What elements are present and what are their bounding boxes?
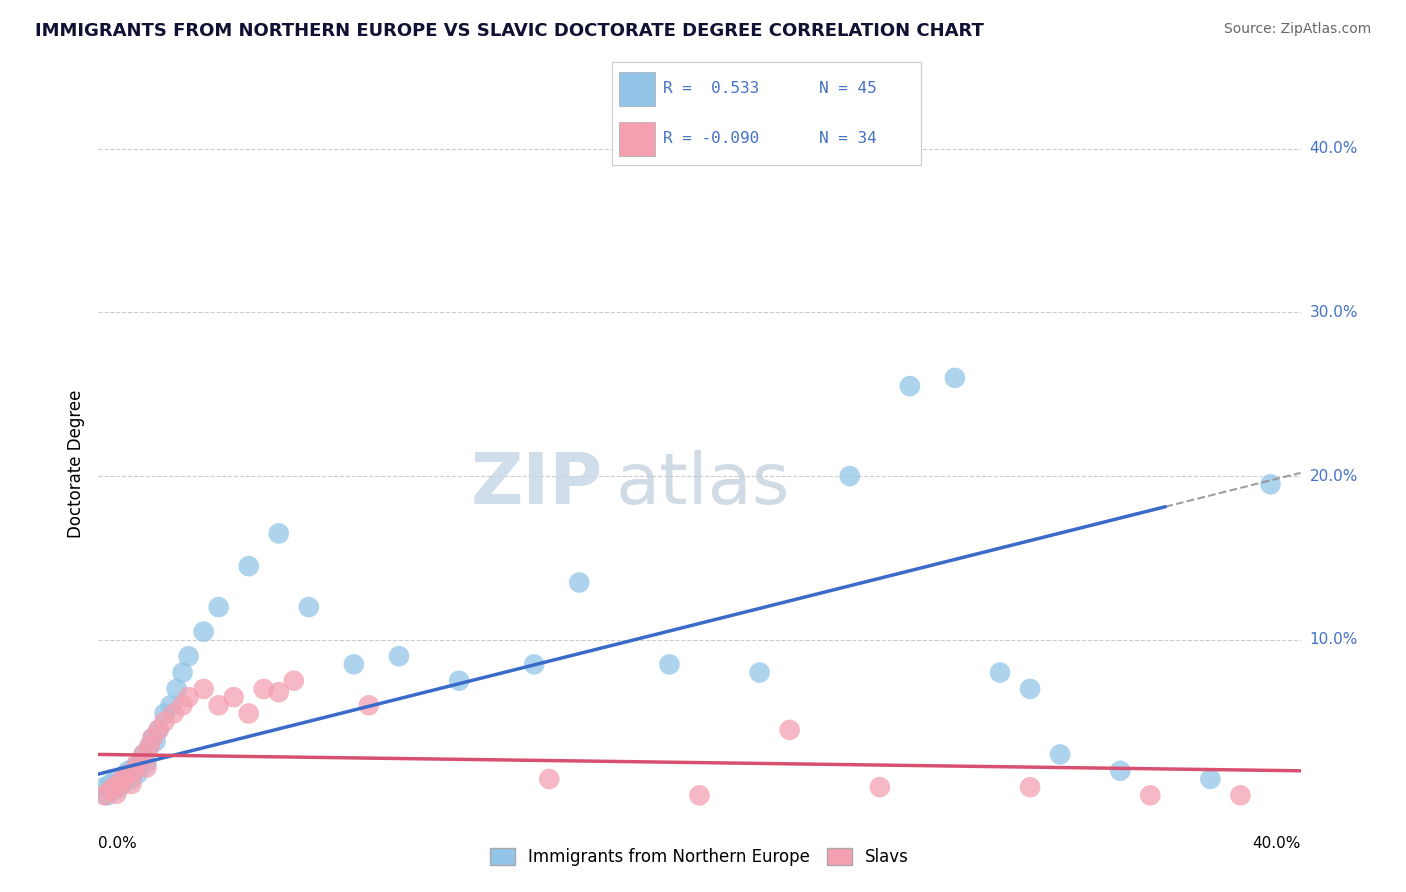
Point <box>177 690 200 705</box>
Point <box>111 777 134 791</box>
Text: ZIP: ZIP <box>471 450 603 519</box>
Point <box>127 767 149 781</box>
Point <box>117 764 139 778</box>
Bar <box>619 122 655 156</box>
Point <box>153 714 176 729</box>
Point <box>103 783 125 797</box>
Point <box>748 665 770 680</box>
Point <box>688 789 710 803</box>
Point <box>100 783 122 797</box>
Point <box>129 756 152 770</box>
Text: R =  0.533: R = 0.533 <box>662 81 759 96</box>
Point <box>138 739 160 754</box>
Point <box>138 739 160 754</box>
Point <box>148 723 170 737</box>
Point <box>145 734 167 748</box>
Point <box>111 772 134 786</box>
Point <box>869 780 891 794</box>
Text: 30.0%: 30.0% <box>1309 305 1358 320</box>
Point <box>127 756 149 770</box>
Point <box>159 698 181 713</box>
Text: N = 45: N = 45 <box>818 81 876 96</box>
Point <box>124 764 146 778</box>
Point <box>132 747 155 762</box>
Point <box>238 706 260 721</box>
Point <box>132 747 155 762</box>
Point <box>253 681 276 696</box>
Text: N = 34: N = 34 <box>818 131 876 146</box>
Point <box>105 787 128 801</box>
Bar <box>619 71 655 105</box>
Point <box>148 723 170 737</box>
Point <box>100 777 122 791</box>
Point <box>388 649 411 664</box>
Text: 0.0%: 0.0% <box>98 837 138 851</box>
Point <box>283 673 305 688</box>
Point <box>447 673 470 688</box>
Point <box>568 575 591 590</box>
Text: Source: ZipAtlas.com: Source: ZipAtlas.com <box>1223 22 1371 37</box>
Point <box>162 706 184 721</box>
Point <box>193 681 215 696</box>
Y-axis label: Doctorate Degree: Doctorate Degree <box>66 390 84 538</box>
Point <box>298 600 321 615</box>
Point <box>208 600 231 615</box>
Text: 40.0%: 40.0% <box>1309 141 1358 156</box>
Point <box>343 657 366 672</box>
Point <box>988 665 1011 680</box>
Point <box>898 379 921 393</box>
Point <box>96 789 118 803</box>
Point <box>172 665 194 680</box>
Point <box>121 772 143 786</box>
Point <box>177 649 200 664</box>
Text: atlas: atlas <box>616 450 790 519</box>
Point <box>135 756 157 770</box>
Point <box>1109 764 1132 778</box>
Point <box>1019 681 1042 696</box>
Point <box>1049 747 1071 762</box>
Point <box>523 657 546 672</box>
Point <box>124 760 146 774</box>
Point <box>103 780 125 794</box>
Point <box>114 767 136 781</box>
Point <box>121 777 143 791</box>
Text: R = -0.090: R = -0.090 <box>662 131 759 146</box>
Point <box>222 690 245 705</box>
Legend: Immigrants from Northern Europe, Slavs: Immigrants from Northern Europe, Slavs <box>484 841 915 873</box>
Text: IMMIGRANTS FROM NORTHERN EUROPE VS SLAVIC DOCTORATE DEGREE CORRELATION CHART: IMMIGRANTS FROM NORTHERN EUROPE VS SLAVI… <box>35 22 984 40</box>
Point <box>267 685 290 699</box>
Point <box>208 698 231 713</box>
Point <box>135 760 157 774</box>
Point <box>108 780 131 794</box>
Point <box>779 723 801 737</box>
Point <box>141 731 163 745</box>
Point <box>1019 780 1042 794</box>
Point <box>172 698 194 713</box>
Point <box>658 657 681 672</box>
Point <box>267 526 290 541</box>
Point <box>166 681 188 696</box>
Point <box>141 731 163 745</box>
Point <box>93 780 115 794</box>
Text: 10.0%: 10.0% <box>1309 632 1358 648</box>
Point <box>105 772 128 786</box>
Point <box>1199 772 1222 786</box>
Point <box>193 624 215 639</box>
Text: 40.0%: 40.0% <box>1253 837 1301 851</box>
Point <box>1260 477 1282 491</box>
Text: 20.0%: 20.0% <box>1309 468 1358 483</box>
Point <box>153 706 176 721</box>
Point <box>238 559 260 574</box>
Point <box>943 371 966 385</box>
Point <box>93 789 115 803</box>
Point <box>108 777 131 791</box>
Point <box>838 469 860 483</box>
Point <box>357 698 380 713</box>
Point <box>538 772 561 786</box>
Point <box>1139 789 1161 803</box>
Point <box>117 767 139 781</box>
Point <box>1229 789 1251 803</box>
